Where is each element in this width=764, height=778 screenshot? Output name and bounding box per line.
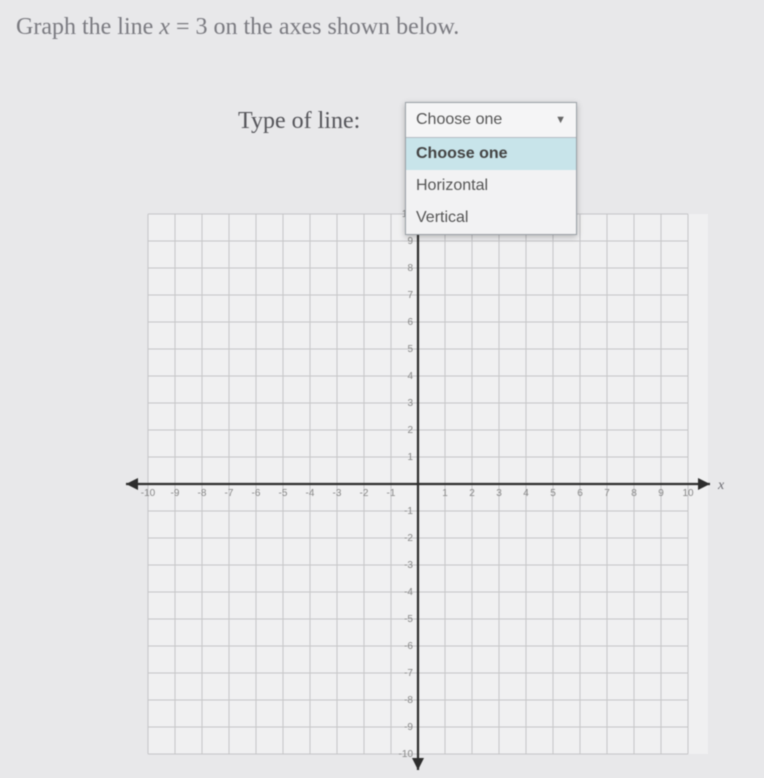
svg-text:-6: -6 bbox=[404, 641, 413, 652]
dropdown-option-horizontal[interactable]: Horizontal bbox=[406, 170, 576, 202]
dropdown-option-vertical[interactable]: Vertical bbox=[406, 202, 576, 234]
svg-text:-7: -7 bbox=[404, 668, 413, 679]
svg-text:2: 2 bbox=[407, 425, 413, 436]
svg-text:4: 4 bbox=[407, 371, 413, 382]
svg-text:1: 1 bbox=[442, 488, 448, 499]
grid-svg: -10-9-8-7-6-5-4-3-2-11234567891010987654… bbox=[110, 210, 760, 770]
svg-text:-4: -4 bbox=[404, 587, 413, 598]
svg-text:3: 3 bbox=[407, 398, 413, 409]
svg-text:-6: -6 bbox=[252, 488, 261, 499]
svg-text:-8: -8 bbox=[404, 695, 413, 706]
svg-text:-1: -1 bbox=[404, 506, 413, 517]
svg-text:5: 5 bbox=[407, 344, 413, 355]
prompt-value: 3 bbox=[196, 14, 208, 40]
svg-text:8: 8 bbox=[407, 263, 413, 274]
svg-text:-3: -3 bbox=[333, 488, 342, 499]
svg-text:7: 7 bbox=[407, 290, 413, 301]
svg-text:-2: -2 bbox=[404, 533, 413, 544]
svg-text:-5: -5 bbox=[279, 488, 288, 499]
svg-text:x: x bbox=[717, 478, 725, 493]
svg-text:4: 4 bbox=[523, 488, 529, 499]
svg-text:-2: -2 bbox=[360, 488, 369, 499]
svg-text:-9: -9 bbox=[171, 488, 180, 499]
svg-text:-10: -10 bbox=[399, 749, 414, 760]
svg-text:1: 1 bbox=[407, 452, 413, 463]
svg-text:9: 9 bbox=[658, 488, 664, 499]
svg-text:6: 6 bbox=[407, 317, 413, 328]
svg-text:10: 10 bbox=[682, 488, 694, 499]
svg-text:-5: -5 bbox=[404, 614, 413, 625]
svg-text:-4: -4 bbox=[306, 488, 315, 499]
type-of-line-label: Type of line: bbox=[238, 108, 360, 135]
coordinate-grid[interactable]: -10-9-8-7-6-5-4-3-2-11234567891010987654… bbox=[110, 210, 760, 770]
prompt-eq: = bbox=[170, 14, 196, 40]
prompt-prefix: Graph the line bbox=[16, 14, 159, 40]
line-type-dropdown[interactable]: Choose one ▼ Choose one Horizontal Verti… bbox=[405, 102, 577, 235]
svg-text:2: 2 bbox=[469, 488, 475, 499]
svg-text:-9: -9 bbox=[404, 722, 413, 733]
dropdown-option-choose-one[interactable]: Choose one bbox=[406, 138, 576, 170]
svg-text:6: 6 bbox=[577, 488, 583, 499]
svg-text:9: 9 bbox=[407, 236, 413, 247]
svg-text:8: 8 bbox=[631, 488, 637, 499]
svg-text:-3: -3 bbox=[404, 560, 413, 571]
svg-text:3: 3 bbox=[496, 488, 502, 499]
chevron-down-icon: ▼ bbox=[555, 114, 566, 126]
svg-text:5: 5 bbox=[550, 488, 556, 499]
svg-text:-1: -1 bbox=[387, 488, 396, 499]
svg-text:-7: -7 bbox=[225, 488, 234, 499]
prompt-variable: x bbox=[159, 14, 170, 40]
svg-text:-10: -10 bbox=[141, 488, 156, 499]
svg-text:7: 7 bbox=[604, 488, 610, 499]
dropdown-selected[interactable]: Choose one ▼ bbox=[406, 103, 576, 138]
prompt-suffix: on the axes shown below. bbox=[208, 14, 460, 40]
question-prompt: Graph the line x = 3 on the axes shown b… bbox=[16, 14, 459, 41]
svg-text:-8: -8 bbox=[198, 488, 207, 499]
dropdown-selected-text: Choose one bbox=[416, 111, 502, 129]
